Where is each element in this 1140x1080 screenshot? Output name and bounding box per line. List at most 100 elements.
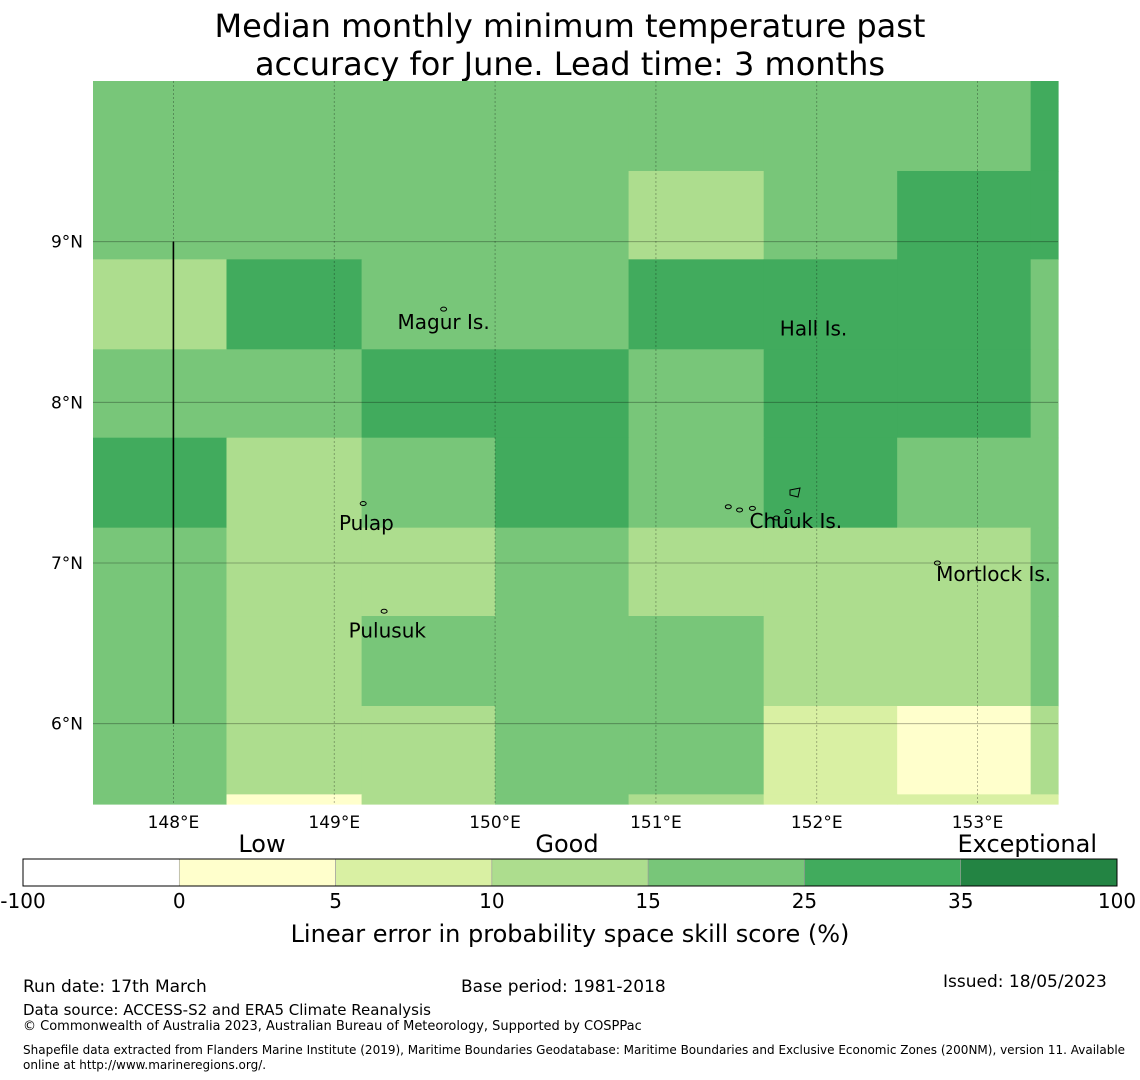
- colorbar-segment: [178, 858, 336, 887]
- island-outline: [440, 306, 448, 312]
- skill-cell: [226, 81, 363, 172]
- skill-grid: [93, 81, 1059, 805]
- skill-cell: [495, 259, 630, 350]
- skill-cell: [763, 616, 898, 707]
- colorbar-segment: [804, 858, 962, 887]
- skill-cell: [628, 259, 765, 350]
- colorbar-tick-label: 25: [792, 889, 817, 913]
- data-source: Data source: ACCESS-S2 and ERA5 Climate …: [23, 1001, 431, 1019]
- copyright-notice: © Commonwealth of Australia 2023, Austra…: [23, 1019, 642, 1034]
- colorbar-tick-label: 10: [479, 889, 504, 913]
- skill-cell: [897, 259, 1032, 350]
- legend-category-label: Exceptional: [958, 830, 1098, 858]
- skill-cell: [93, 705, 228, 795]
- skill-cell: [226, 794, 363, 805]
- skill-cell: [361, 437, 496, 529]
- lon-tick-label: 152°E: [791, 813, 843, 833]
- skill-cell: [226, 349, 363, 439]
- place-label: Chuuk Is.: [750, 509, 843, 533]
- chart-title-line-1: Median monthly minimum temperature past: [214, 7, 926, 45]
- skill-cell: [495, 705, 630, 795]
- island-outline: [789, 487, 801, 498]
- skill-cell: [226, 616, 363, 707]
- lon-tick-label: 151°E: [630, 813, 682, 833]
- skill-cell: [361, 794, 496, 805]
- island-outline: [933, 560, 941, 566]
- skill-cell: [361, 259, 496, 350]
- skill-cell: [93, 81, 228, 172]
- colorbar-tick-label: 15: [635, 889, 660, 913]
- skill-cell: [763, 81, 898, 172]
- colorbar-segment: [22, 858, 180, 887]
- colorbar-segment: [647, 858, 805, 887]
- lat-tick-label: 9°N: [51, 233, 83, 253]
- skill-cell: [763, 705, 898, 795]
- island-outline: [736, 507, 744, 513]
- skill-cell: [226, 170, 363, 260]
- colorbar-axis-label: Linear error in probability space skill …: [291, 920, 850, 948]
- place-label: Hall Is.: [780, 316, 847, 340]
- island-outline: [784, 509, 792, 515]
- colorbar-tick-label: 5: [329, 889, 342, 913]
- skill-cell: [226, 259, 363, 350]
- base-period: Base period: 1981-2018: [461, 977, 666, 997]
- legend-category-label: Good: [535, 830, 598, 858]
- skill-cell: [93, 437, 228, 529]
- skill-cell: [93, 259, 228, 350]
- skill-cell: [1030, 794, 1059, 805]
- skill-cell: [897, 527, 1032, 617]
- place-label: Mortlock Is.: [936, 562, 1051, 586]
- place-labels: Magur Is. Hall Is. Pulap Chuuk Is. Mortlock …: [339, 310, 1051, 642]
- map-axes: 148°E 149°E 150°E 151°E 152°E 153°E 9°N 8°N 7°N 6…: [51, 233, 1003, 833]
- colorbar-tick-label: 0: [173, 889, 186, 913]
- skill-cell: [1030, 527, 1059, 617]
- colorbar-legend: -100 0 5 10 15 25 35 100 Low Good Exceptional Linea…: [0, 830, 1136, 948]
- skill-cell: [897, 170, 1032, 260]
- skill-cell: [897, 349, 1032, 439]
- skill-cell: [93, 349, 228, 439]
- skill-cell: [763, 170, 898, 260]
- skill-cell: [226, 705, 363, 795]
- skill-cell: [763, 349, 898, 439]
- lon-tick-label: 149°E: [308, 813, 360, 833]
- skill-cell: [897, 794, 1032, 805]
- skill-cell: [628, 81, 765, 172]
- colorbar-frame: [22, 858, 1118, 887]
- island-outline: [773, 515, 781, 521]
- skill-cell: [1030, 81, 1059, 172]
- skill-cell: [226, 437, 363, 529]
- lat-tick-label: 7°N: [51, 554, 83, 574]
- lon-tick-label: 148°E: [148, 813, 200, 833]
- skill-cell: [93, 616, 228, 707]
- colorbar-segment: [491, 858, 649, 887]
- colorbar-tick-label: 100: [1098, 889, 1136, 913]
- skill-cell: [495, 437, 630, 529]
- skill-cell: [495, 349, 630, 439]
- island-outline: [359, 501, 367, 507]
- island-outline: [748, 505, 756, 511]
- skill-score-map: Magur Is. Hall Is. Pulap Chuuk Is. Mortlock …: [0, 81, 1136, 948]
- islands: [359, 306, 941, 614]
- colorbar-segment: [960, 858, 1118, 887]
- place-label: Pulap: [339, 511, 394, 535]
- colorbar-tick-label: -100: [0, 889, 45, 913]
- skill-cell: [495, 794, 630, 805]
- legend-category-label: Low: [238, 830, 285, 858]
- lat-tick-label: 8°N: [51, 393, 83, 413]
- run-date: Run date: 17th March: [23, 977, 207, 997]
- skill-cell: [495, 81, 630, 172]
- skill-cell: [628, 437, 765, 529]
- skill-cell: [361, 81, 496, 172]
- skill-cell: [361, 170, 496, 260]
- skill-cell: [763, 259, 898, 350]
- issued-date: Issued: 18/05/2023: [943, 972, 1107, 992]
- skill-cell: [495, 527, 630, 617]
- graticule: [93, 81, 1058, 804]
- skill-cell: [897, 81, 1032, 172]
- skill-cell: [226, 527, 363, 617]
- skill-cell: [361, 527, 496, 617]
- skill-cell: [495, 616, 630, 707]
- island-outline: [380, 608, 388, 614]
- colorbar-tick-label: 35: [948, 889, 973, 913]
- skill-cell: [897, 705, 1032, 795]
